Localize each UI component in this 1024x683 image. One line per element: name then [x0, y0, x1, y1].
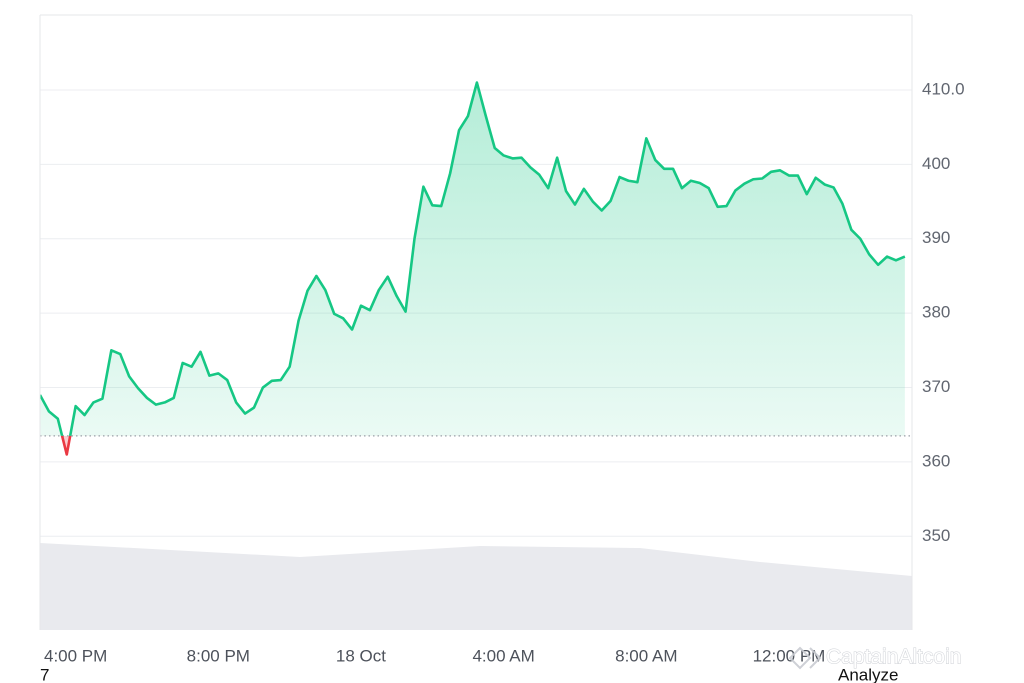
plot-area — [40, 81, 912, 456]
x-tick-label: 4:00 PM — [44, 646, 107, 665]
y-tick-label: 350 — [922, 526, 950, 545]
axis-labels: 350 360 370 380 390 400 410.0 4:00 PM 8:00 PM 18 … — [44, 79, 965, 665]
y-tick-label: 370 — [922, 377, 950, 396]
x-tick-label: 4:00 AM — [472, 646, 534, 665]
x-tick-label: 8:00 AM — [615, 646, 677, 665]
y-tick-label: 400 — [922, 154, 950, 173]
y-tick-label: 390 — [922, 228, 950, 247]
footer-right: Analyze — [838, 665, 898, 683]
volume-area — [40, 543, 912, 630]
watermark-text: CaptainAltcoin — [826, 646, 961, 669]
price-line — [40, 81, 906, 436]
y-tick-label: 360 — [922, 451, 950, 470]
y-tick-label: 410.0 — [922, 79, 965, 98]
x-tick-label: 18 Oct — [336, 646, 386, 665]
x-tick-label: 8:00 PM — [187, 646, 250, 665]
watermark: CaptainAltcoin — [788, 645, 962, 670]
footer-left: 7 — [40, 665, 49, 683]
y-tick-label: 380 — [922, 303, 950, 322]
area-fill — [40, 82, 905, 436]
watermark-icon — [788, 646, 822, 670]
